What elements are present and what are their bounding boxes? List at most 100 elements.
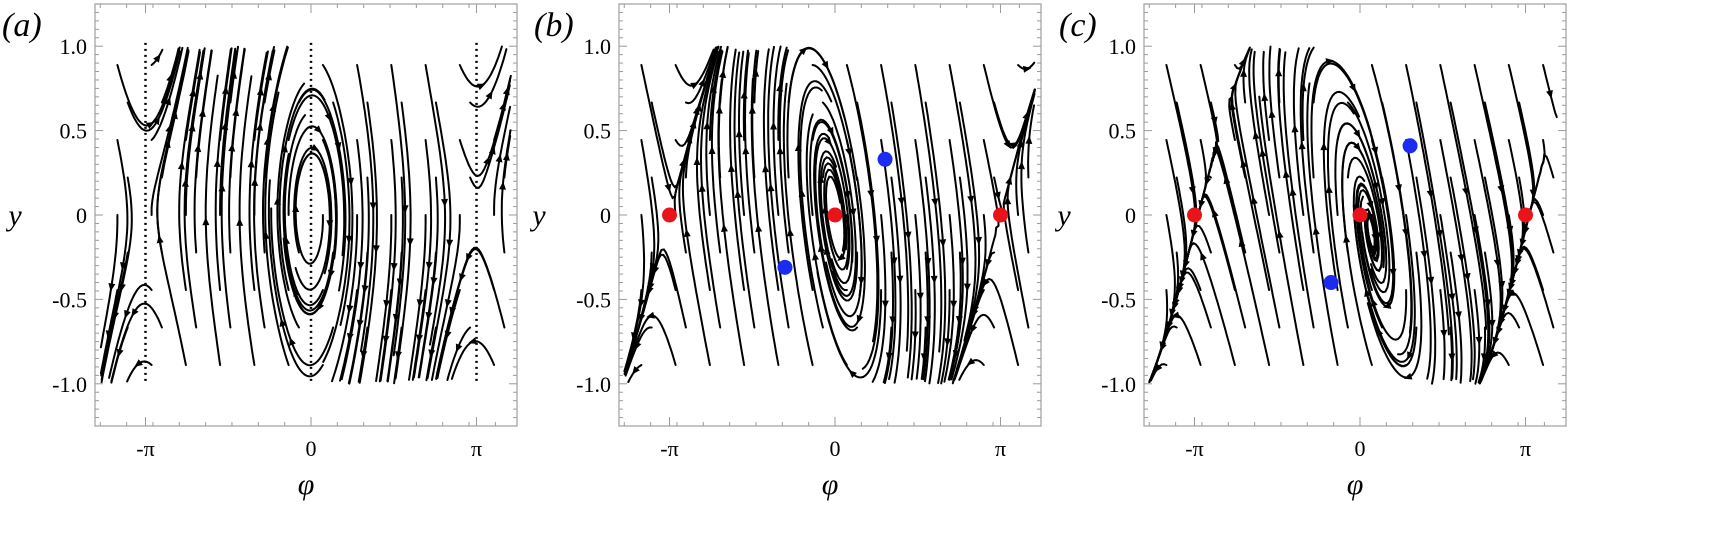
stream-arrow [664, 183, 672, 193]
stream-arrow [690, 82, 699, 90]
stream-arrow [982, 278, 990, 287]
streamline [816, 270, 883, 379]
streamline [340, 139, 364, 381]
stream-arrow [1004, 196, 1012, 205]
streamline [624, 139, 656, 373]
stream-arrow [213, 158, 221, 168]
stream-arrow [1325, 184, 1333, 194]
stream-arrow [896, 275, 904, 284]
stream-arrow [1395, 184, 1402, 193]
stream-arrow [1240, 68, 1248, 77]
stream-arrow [821, 205, 829, 214]
stream-arrow [958, 257, 966, 266]
panel-c: 1.0 0.5 0 -0.5 -1.0 -π 0 π φ y (c) [1054, 3, 1567, 501]
stream-arrow [818, 243, 825, 253]
streamline [500, 129, 512, 254]
x-axis-label: φ [1347, 468, 1364, 501]
stream-arrow [468, 337, 477, 345]
y-axis-label: y [1054, 199, 1071, 232]
stream-arrow [265, 72, 272, 81]
stream-arrow [145, 122, 155, 129]
stream-arrow [120, 262, 127, 271]
stream-arrow [361, 285, 369, 294]
stream-arrow [931, 198, 939, 207]
stream-arrow [499, 181, 507, 190]
x-tick-label: 0 [830, 436, 841, 461]
stream-arrow [1343, 234, 1351, 243]
stream-arrow [345, 235, 353, 244]
stream-arrow [327, 269, 335, 279]
stream-arrow [719, 69, 727, 79]
stream-arrow [970, 324, 978, 334]
x-tick-label: π [1520, 436, 1531, 461]
stream-arrow [734, 189, 742, 199]
stream-arrow [1493, 259, 1501, 268]
stream-arrow [134, 359, 143, 367]
stable-fixed-point [1352, 207, 1368, 223]
streamline [347, 251, 369, 385]
stream-arrow [347, 177, 355, 186]
panel-b: 1.0 0.5 0 -0.5 -1.0 -π 0 π φ y (b) [529, 3, 1042, 501]
panel-label: (b) [534, 7, 574, 44]
unstable-fixed-point [1323, 275, 1339, 291]
stream-arrow [1475, 336, 1483, 345]
stream-arrow [755, 223, 763, 233]
stream-arrow [897, 197, 905, 206]
stream-arrow [742, 146, 750, 155]
stream-arrow [1022, 111, 1030, 120]
stream-arrow [441, 198, 449, 208]
stream-arrow [930, 275, 938, 284]
y-tick-label: 1.0 [584, 34, 612, 59]
stream-arrow [326, 220, 334, 229]
stream-arrow [735, 129, 743, 138]
stream-arrow [334, 141, 342, 151]
stream-arrow [720, 223, 728, 233]
stream-arrow [1005, 176, 1013, 185]
streamline [1310, 59, 1372, 179]
x-axis-label: φ [822, 468, 839, 501]
stream-arrow [1484, 299, 1492, 308]
stream-arrow [703, 121, 711, 130]
stream-arrow [1252, 130, 1260, 140]
stream-arrow [1366, 200, 1374, 210]
stream-arrow [881, 300, 889, 309]
stream-arrow [963, 283, 971, 292]
stream-arrow [459, 273, 466, 282]
y-tick-label: 0 [600, 203, 611, 228]
stream-arrow [346, 304, 354, 314]
stream-arrow [1188, 186, 1196, 195]
stream-arrow [189, 88, 197, 97]
streamline [238, 75, 256, 366]
stream-arrow [425, 261, 433, 271]
stream-arrow [124, 309, 131, 319]
streamline [1151, 139, 1208, 375]
x-tick-label: π [995, 436, 1006, 461]
stream-arrow [856, 314, 864, 324]
stream-arrow [708, 146, 716, 155]
streamline [110, 302, 163, 383]
stream-arrow [280, 144, 288, 153]
stream-arrow [924, 257, 932, 267]
stream-arrow [1200, 251, 1207, 261]
stream-arrow [911, 331, 919, 340]
y-tick-label: 1.0 [1109, 34, 1137, 59]
stream-arrow [502, 152, 510, 161]
stream-arrow [975, 236, 983, 246]
stream-arrow [966, 357, 976, 366]
stream-arrow [1420, 250, 1428, 259]
stream-arrow [698, 183, 706, 192]
stream-arrow [698, 78, 705, 88]
y-tick-label: -1.0 [52, 372, 87, 397]
stream-arrow [502, 86, 510, 96]
stream-arrow [153, 54, 161, 63]
streamlines [623, 45, 1036, 385]
y-axis-label: y [5, 199, 22, 232]
stream-arrow [1369, 243, 1377, 253]
stream-arrow [416, 299, 424, 308]
streamline [1327, 101, 1355, 329]
stream-arrow [950, 300, 958, 309]
stream-arrow [1403, 372, 1413, 380]
y-tick-label: -1.0 [576, 372, 611, 397]
stream-arrow [967, 195, 975, 205]
